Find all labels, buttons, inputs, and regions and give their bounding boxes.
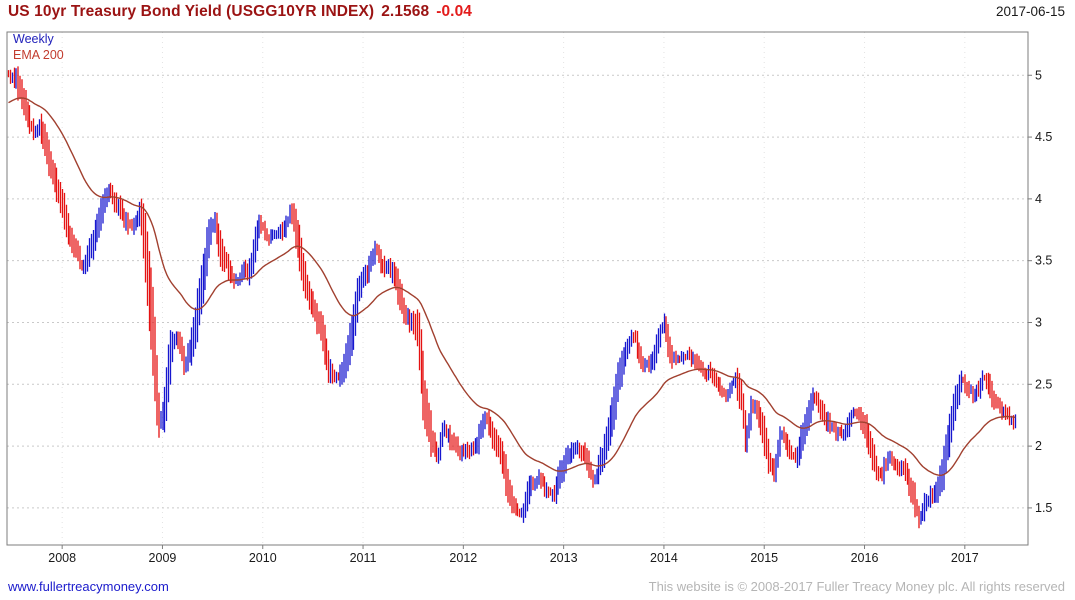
x-tick-label: 2011 <box>350 551 377 565</box>
x-tick-label: 2013 <box>550 551 578 565</box>
y-tick-label: 3 <box>1035 315 1042 329</box>
chart-title: US 10yr Treasury Bond Yield (USGG10YR IN… <box>8 3 375 20</box>
chart-header: US 10yr Treasury Bond Yield (USGG10YR IN… <box>8 3 1065 21</box>
price-bars-down <box>7 66 1015 529</box>
y-tick-label: 3.5 <box>1035 254 1052 268</box>
ema-label: EMA 200 <box>13 48 64 62</box>
chart-footer: www.fullertreacymoney.com This website i… <box>8 579 1065 594</box>
x-tick-label: 2012 <box>449 551 477 565</box>
x-tick-label: 2014 <box>650 551 678 565</box>
x-tick-label: 2015 <box>750 551 778 565</box>
x-tick-label: 2009 <box>149 551 177 565</box>
y-tick-label: 2 <box>1035 439 1042 453</box>
plot-border <box>6 31 1029 546</box>
y-tick-label: 5 <box>1035 68 1042 82</box>
title-group: US 10yr Treasury Bond Yield (USGG10YR IN… <box>8 3 479 21</box>
last-value: 2.1568 <box>381 3 430 20</box>
website-link[interactable]: www.fullertreacymoney.com <box>8 579 169 594</box>
y-tick-label: 2.5 <box>1035 377 1052 391</box>
x-tick-label: 2008 <box>48 551 76 565</box>
change-value: -0.04 <box>436 3 473 20</box>
copyright-text: This website is © 2008-2017 Fuller Treac… <box>648 579 1065 594</box>
y-tick-label: 4 <box>1035 192 1042 206</box>
chart-date: 2017-06-15 <box>995 4 1065 19</box>
y-tick-label: 1.5 <box>1035 501 1052 515</box>
timeframe-label: Weekly <box>13 32 54 46</box>
chart-legend: Weekly EMA 200 <box>13 31 64 63</box>
x-tick-label: 2016 <box>851 551 879 565</box>
x-tick-label: 2010 <box>249 551 277 565</box>
price-chart: 2008 2009 2010 2011 2012 2013 2014 2015 2016 2017… <box>6 31 1052 565</box>
y-tick-label: 4.5 <box>1035 130 1052 144</box>
x-tick-label: 2017 <box>951 551 979 565</box>
ema-line <box>8 97 1016 476</box>
price-bars-up <box>11 68 1017 525</box>
